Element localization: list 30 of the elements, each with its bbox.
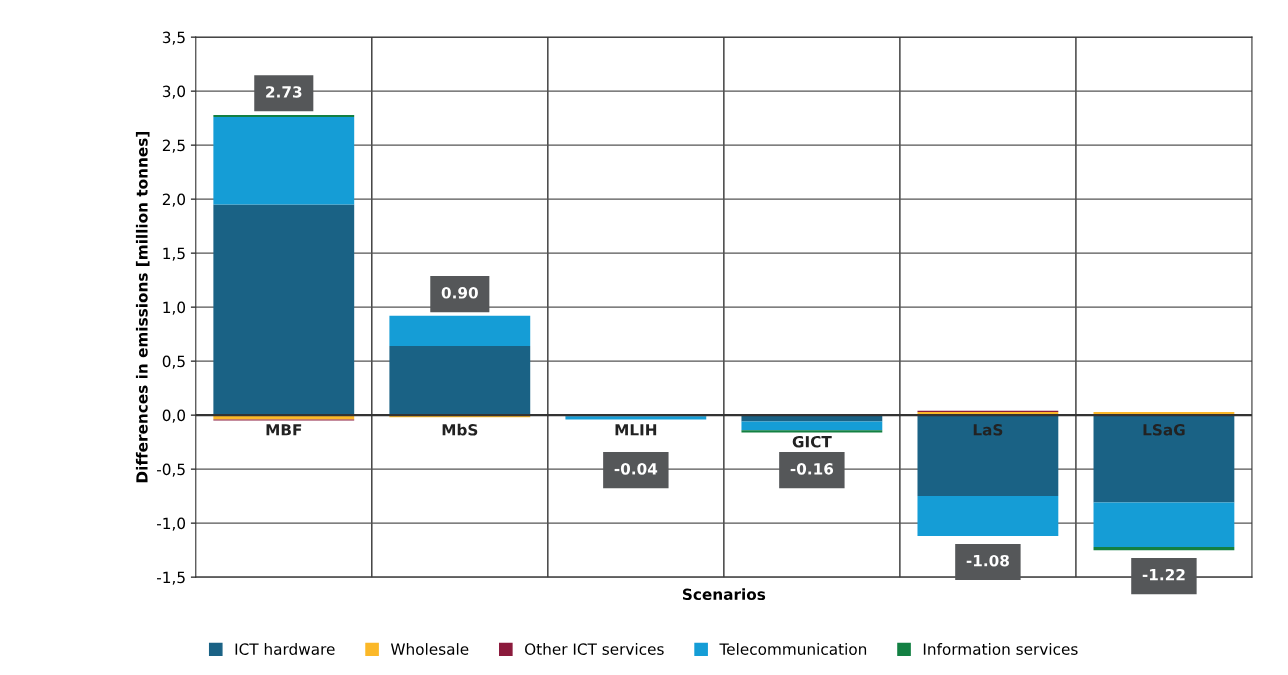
legend-label: Wholesale: [390, 643, 469, 655]
total-label: -0.16: [790, 463, 834, 475]
y-tick-label: -1,0: [156, 517, 186, 531]
y-axis-title: Differences in emissions [million tonnes]: [135, 132, 150, 483]
x-axis-title: Scenarios: [682, 588, 766, 601]
y-tick-label: 2,0: [162, 193, 186, 207]
total-label: -0.04: [614, 463, 658, 475]
x-tick-label: GICT: [792, 435, 832, 448]
y-tick-label: 0,0: [162, 409, 186, 423]
y-tick-label: 2,5: [162, 139, 185, 153]
y-tick-label: 1,5: [163, 247, 185, 261]
x-tick-label: MbS: [442, 423, 478, 436]
total-label: 0.90: [441, 287, 478, 299]
y-tick-label: -1,5: [156, 571, 185, 585]
total-label: -1.08: [966, 554, 1009, 567]
x-tick-label: LaS: [973, 424, 1003, 436]
y-tick-label: 1,0: [163, 301, 186, 315]
y-tick-label: 3,5: [162, 31, 185, 45]
y-tick-label: 0,5: [162, 355, 185, 369]
total-label: 2.73: [266, 86, 302, 98]
legend-label: Telecommunication: [719, 643, 867, 655]
legend-label: ICT hardware: [235, 643, 335, 655]
y-tick-label: -0,5: [156, 463, 185, 477]
legend-label: Information services: [923, 643, 1078, 655]
x-tick-label: MBF: [266, 424, 302, 436]
x-tick-label: MLIH: [615, 424, 657, 436]
x-tick-label: LSaG: [1143, 424, 1185, 436]
total-label: -1.22: [1142, 568, 1185, 581]
y-tick-label: 3,0: [162, 85, 186, 99]
legend-label: Other ICT services: [525, 643, 664, 655]
